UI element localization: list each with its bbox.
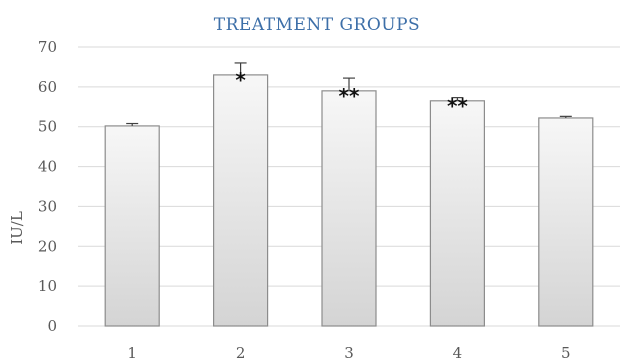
x-tick-label: 4 <box>453 344 463 362</box>
y-tick-label: 60 <box>38 78 57 96</box>
x-tick-label: 5 <box>561 344 571 362</box>
y-tick-label: 30 <box>38 197 57 215</box>
chart-title: TREATMENT GROUPS <box>214 15 420 35</box>
x-tick-label: 3 <box>344 344 354 362</box>
bar <box>538 117 594 327</box>
y-tick-labels: 0 10 20 30 40 50 60 70 <box>38 38 57 335</box>
bar <box>104 125 160 327</box>
bars: *** ** <box>104 62 594 327</box>
y-tick-label: 20 <box>38 237 57 255</box>
x-tick-label: 2 <box>236 344 246 362</box>
significance-marker: ** <box>447 94 468 118</box>
bar <box>429 100 485 327</box>
y-tick-label: 0 <box>47 317 57 335</box>
x-tick-label: 1 <box>127 344 137 362</box>
bar <box>213 74 269 327</box>
y-tick-label: 50 <box>38 118 57 136</box>
y-tick-label: 40 <box>38 158 57 176</box>
significance-marker: * <box>235 68 246 92</box>
y-tick-label: 10 <box>38 277 57 295</box>
x-tick-labels: 1 2 3 4 5 <box>127 344 570 362</box>
significance-marker: ** <box>339 84 360 108</box>
y-axis-label: IU/L <box>8 211 26 245</box>
y-tick-label: 70 <box>38 38 57 56</box>
bar <box>321 90 377 327</box>
